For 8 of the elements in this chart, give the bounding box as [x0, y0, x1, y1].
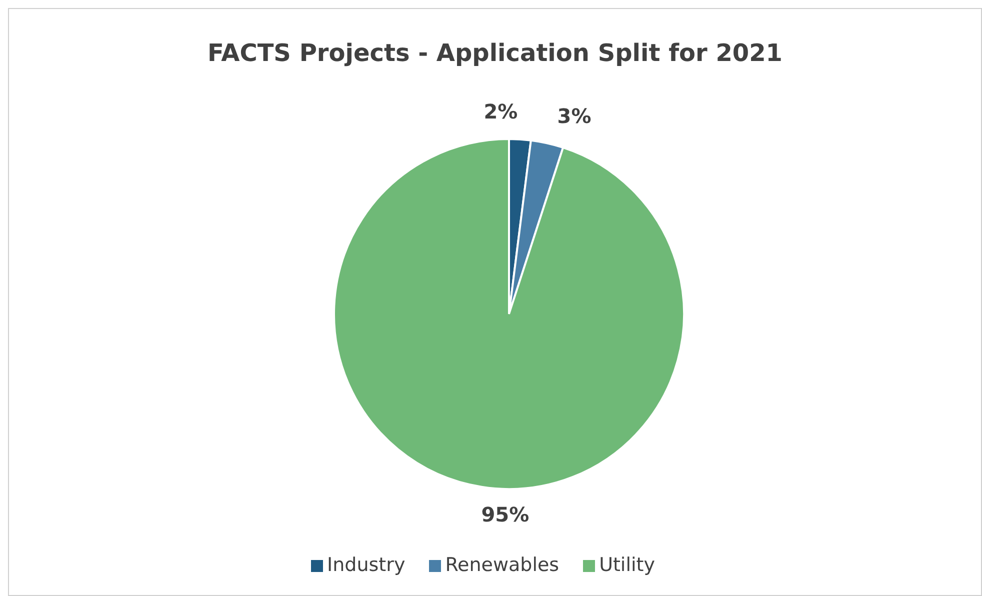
- legend-label: Utility: [599, 554, 655, 576]
- chart-title: FACTS Projects - Application Split for 2021: [206, 39, 784, 67]
- data-label: 3%: [557, 104, 592, 128]
- legend-label: Industry: [327, 554, 406, 576]
- data-label: 2%: [484, 99, 518, 124]
- legend-label: Renewables: [445, 554, 560, 576]
- data-label: 95%: [481, 502, 530, 526]
- pie-slice: [333, 138, 685, 490]
